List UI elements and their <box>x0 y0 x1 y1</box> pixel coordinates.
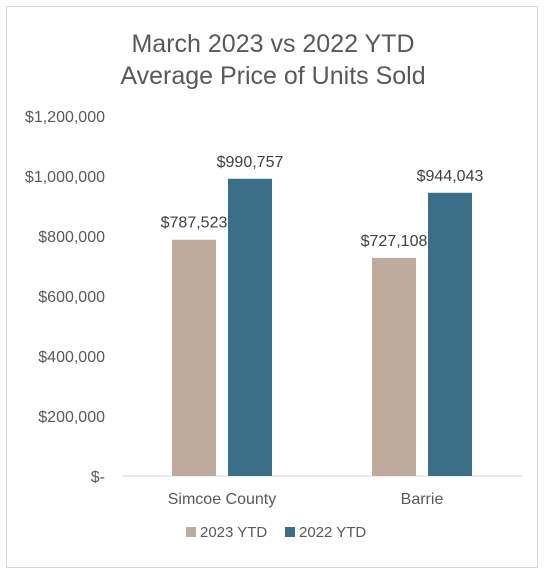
y-tick-label: $600,000 <box>38 289 105 306</box>
y-tick-label: $1,200,000 <box>25 109 105 126</box>
bar <box>428 192 472 476</box>
y-tick-label: $- <box>91 469 105 486</box>
data-label: $787,523 <box>161 215 228 232</box>
x-tick-label: Barrie <box>401 491 444 508</box>
x-tick-label: Simcoe County <box>168 491 277 508</box>
y-tick-label: $1,000,000 <box>25 169 105 186</box>
data-label: $944,043 <box>417 168 484 185</box>
legend-label: 2023 YTD <box>200 524 267 541</box>
data-label: $727,108 <box>361 233 428 250</box>
bar <box>228 178 272 477</box>
bar <box>372 257 416 476</box>
legend-label: 2022 YTD <box>299 524 366 541</box>
chart-title-line1: March 2023 vs 2022 YTD <box>131 30 415 58</box>
legend-swatch <box>186 527 196 537</box>
chart-title-line2: Average Price of Units Sold <box>120 62 426 90</box>
y-tick-label: $400,000 <box>38 349 105 366</box>
legend-swatch <box>285 527 295 537</box>
data-label: $990,757 <box>217 154 284 171</box>
y-tick-label: $800,000 <box>38 229 105 246</box>
y-tick-label: $200,000 <box>38 409 105 426</box>
bar <box>172 239 216 476</box>
